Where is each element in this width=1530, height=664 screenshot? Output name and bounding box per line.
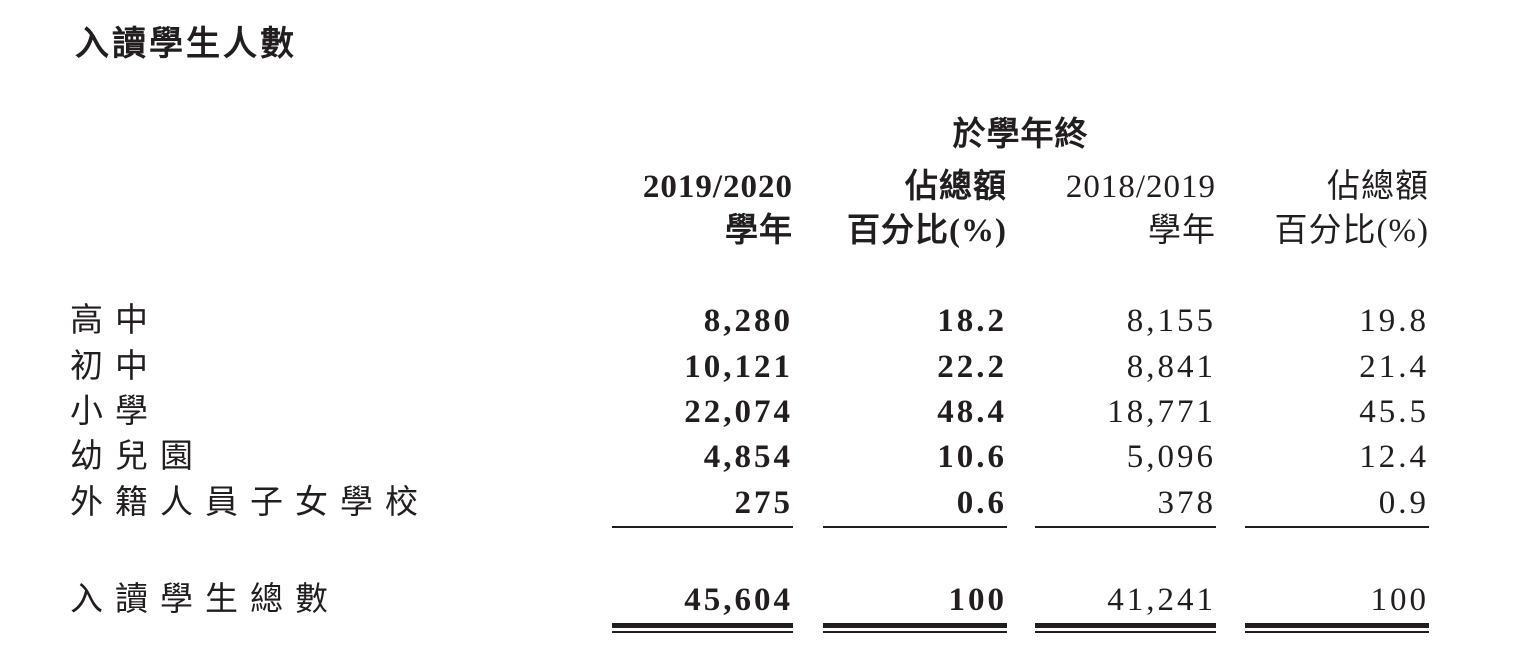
table-row: 初中 10,121 22.2 8,841 21.4 [70, 348, 1429, 386]
value-2018-2019: 8,155 [1126, 303, 1216, 339]
col-header-pct-2018-2019-line2: 百分比(%) [1274, 213, 1429, 249]
value-2019-2020: 22,074 [684, 394, 793, 430]
row-label: 高中 [70, 303, 160, 339]
pct-2018-2019: 19.8 [1359, 303, 1429, 339]
column-rule [612, 526, 793, 528]
value-2018-2019: 378 [1157, 485, 1216, 521]
pct-2019-2020: 0.6 [956, 485, 1007, 521]
total-value-2019-2020: 45,604 [684, 582, 793, 618]
col-header-pct-2019-2020: 佔總額 [905, 169, 1007, 205]
total-double-rule [1245, 623, 1429, 633]
subtotal-rule-row [70, 526, 1429, 528]
value-2019-2020: 10,121 [684, 349, 793, 385]
table-header-row-1: 2019/2020 佔總額 2018/2019 佔總額 [70, 168, 1429, 206]
col-header-2018-2019: 2018/2019 [1065, 169, 1216, 205]
pct-2018-2019: 21.4 [1359, 349, 1429, 385]
value-2019-2020: 8,280 [703, 303, 793, 339]
table-row: 高中 8,280 18.2 8,155 19.8 [70, 302, 1429, 340]
table-row: 小學 22,074 48.4 18,771 45.5 [70, 393, 1429, 431]
pct-2018-2019: 12.4 [1359, 439, 1429, 475]
total-pct-2019-2020: 100 [948, 582, 1007, 618]
col-header-pct-2018-2019: 佔總額 [1327, 169, 1429, 205]
pct-2019-2020: 18.2 [937, 303, 1007, 339]
table-total-row: 入讀學生總數 45,604 100 41,241 100 [70, 581, 1429, 619]
row-label: 幼兒園 [70, 439, 205, 475]
col-header-pct-2019-2020-line2: 百分比(%) [847, 213, 1007, 249]
pct-2019-2020: 22.2 [937, 349, 1007, 385]
table-group-header-row: 於學年終 [70, 116, 1429, 154]
pct-2019-2020: 10.6 [937, 439, 1007, 475]
total-pct-2018-2019: 100 [1370, 582, 1429, 618]
page-title: 入讀學生人數 [75, 26, 297, 63]
pct-2018-2019: 0.9 [1378, 485, 1429, 521]
group-header-label: 於學年終 [952, 117, 1089, 153]
row-label: 外籍人員子女學校 [70, 485, 430, 521]
column-rule [823, 526, 1007, 528]
table-row: 外籍人員子女學校 275 0.6 378 0.9 [70, 484, 1429, 522]
value-2018-2019: 18,771 [1107, 394, 1216, 430]
row-label: 小學 [70, 394, 160, 430]
row-label: 初中 [70, 349, 160, 385]
total-rule-row [70, 623, 1429, 633]
total-double-rule [612, 623, 793, 633]
value-2019-2020: 4,854 [703, 439, 793, 475]
column-rule [1245, 526, 1429, 528]
value-2018-2019: 5,096 [1126, 439, 1216, 475]
col-header-2019-2020-line2: 學年 [725, 213, 793, 249]
value-2018-2019: 8,841 [1126, 349, 1216, 385]
pct-2019-2020: 48.4 [937, 394, 1007, 430]
table-row: 幼兒園 4,854 10.6 5,096 12.4 [70, 438, 1429, 476]
value-2019-2020: 275 [734, 485, 793, 521]
total-label: 入讀學生總數 [70, 582, 340, 618]
column-rule [1035, 526, 1216, 528]
total-double-rule [1035, 623, 1216, 633]
total-double-rule [823, 623, 1007, 633]
col-header-2018-2019-line2: 學年 [1148, 213, 1216, 249]
total-value-2018-2019: 41,241 [1107, 582, 1216, 618]
col-header-2019-2020: 2019/2020 [642, 169, 793, 205]
pct-2018-2019: 45.5 [1359, 394, 1429, 430]
table-header-row-2: 學年 百分比(%) 學年 百分比(%) [70, 212, 1429, 250]
